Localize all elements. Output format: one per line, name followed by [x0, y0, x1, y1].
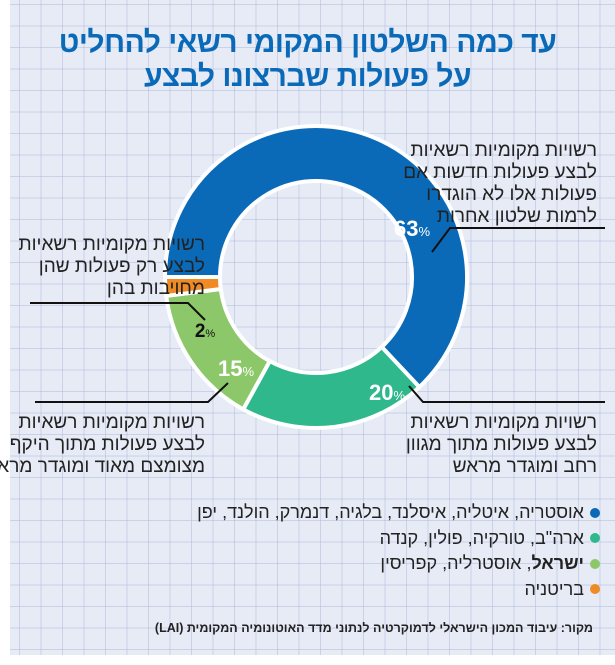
chart-title-line-2: על פעולות שברצונו לבצע — [143, 60, 472, 93]
slice-description-green: רשויות מקומיות רשאיות לבצע פעולות מתוך הי… — [0, 412, 205, 478]
description-line: לבצע רק פעולות שהן — [38, 256, 205, 277]
description-line: רשויות מקומיות רשאיות — [410, 412, 597, 433]
donut-slices — [162, 124, 469, 430]
chart-title: עד כמה השלטון המקומי רשאי להחליט על פעול… — [0, 26, 615, 94]
donut-slice-orange — [162, 275, 223, 299]
value-label-green: 15% — [218, 356, 254, 381]
description-line: לבצע פעולות מתוך מגוון — [405, 434, 597, 455]
leader-lines — [30, 227, 605, 403]
value-number: 15 — [218, 356, 242, 381]
description-line: מחויבות בהן — [106, 278, 205, 299]
description-line: לבצע פעולות חדשות אם — [403, 162, 597, 183]
legend-dot-icon — [590, 533, 600, 544]
description-line: רשויות מקומיות רשאיות — [18, 234, 205, 255]
legend-text: ישראל, אוסטרליה, קפריסין — [380, 553, 584, 574]
slice-description-teal: רשויות מקומיות רשאיות לבצע פעולות מתוך מג… — [406, 412, 597, 478]
value-number: 2 — [195, 321, 206, 342]
value-number: 20 — [369, 380, 393, 405]
value-label-teal: 20% — [369, 380, 405, 405]
legend-item: ישראל, אוסטרליה, קפריסין — [197, 551, 600, 577]
legend-dot-icon — [590, 558, 600, 569]
bottom-margin — [0, 655, 615, 665]
donut-slice-blue — [162, 124, 469, 390]
legend-item: ארה"ב, טורקיה, פולין, קנדה — [197, 526, 600, 552]
legend-text: בריטניה — [524, 578, 584, 599]
description-line: לרמות שלטון אחרות — [436, 206, 597, 227]
leader-line-green — [35, 382, 229, 403]
percent-sign: % — [242, 364, 254, 379]
legend-text: אוסטריה, איטליה, איסלנד, בלגיה, דנמרק, ה… — [197, 502, 584, 523]
source-note: מקור: עיבוד המכון הישראלי לדמוקרטיה לנתו… — [154, 621, 593, 635]
value-label-orange: 2% — [195, 321, 216, 342]
legend-item: אוסטריה, איטליה, איסלנד, בלגיה, דנמרק, ה… — [197, 500, 600, 526]
value-number: 63 — [394, 216, 418, 241]
description-line: רשויות מקומיות רשאיות — [410, 140, 597, 161]
description-line: רשויות מקומיות רשאיות — [18, 412, 205, 433]
slice-description-blue: רשויות מקומיות רשאיות לבצע פעולות חדשות א… — [403, 140, 597, 228]
value-label-blue: 63% — [394, 216, 430, 241]
percent-sign: % — [418, 224, 430, 239]
percent-sign: % — [205, 328, 215, 340]
legend-text: ארה"ב, טורקיה, פולין, קנדה — [379, 527, 584, 548]
description-line: לבצע פעולות מתוך היקף — [9, 434, 205, 455]
legend-dot-icon — [590, 584, 600, 595]
legend-text-highlight: ישראל — [531, 553, 584, 574]
legend: אוסטריה, איטליה, איסלנד, בלגיה, דנמרק, ה… — [197, 500, 600, 602]
slice-description-orange: רשויות מקומיות רשאיות לבצע רק פעולות שהן מ… — [18, 234, 205, 300]
leader-line-orange — [30, 302, 206, 321]
description-line: רחב ומוגדר מראש — [452, 456, 597, 477]
percent-sign: % — [393, 388, 405, 403]
leader-line-teal — [408, 385, 605, 403]
legend-dot-icon — [590, 507, 600, 518]
legend-item: בריטניה — [197, 577, 600, 603]
chart-title-line-1: עד כמה השלטון המקומי רשאי להחליט — [58, 26, 557, 59]
description-line: מצומצם מאוד ומוגדר מראש — [0, 456, 205, 477]
leader-line-blue — [431, 227, 605, 253]
value-labels: 63%20%15%2% — [195, 216, 431, 405]
description-line: פעולות אלו לא הוגדרו — [426, 184, 597, 205]
chart-background — [10, 0, 615, 655]
